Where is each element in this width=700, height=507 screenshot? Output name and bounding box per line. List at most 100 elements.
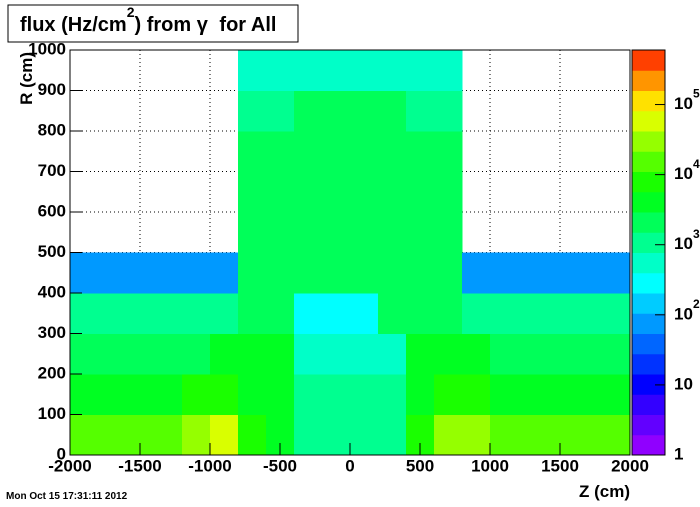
heatmap-cell	[378, 131, 407, 172]
y-tick-label: 0	[57, 444, 66, 463]
z-tick-label: 10	[674, 304, 693, 323]
heatmap-cell	[154, 252, 183, 294]
heatmap-cell	[70, 293, 99, 334]
heatmap-cell	[238, 90, 267, 132]
title-part: ) from	[134, 14, 191, 36]
heatmap-cell	[406, 171, 435, 213]
heatmap-cell	[238, 252, 267, 294]
x-tick-label: -2000	[48, 456, 91, 475]
heatmap-cell	[462, 333, 491, 375]
z-tick-sup: 2	[693, 297, 700, 311]
z-tick-label: 10	[674, 234, 693, 253]
title-part: for All	[219, 14, 276, 36]
heatmap-cell	[238, 333, 267, 375]
palette-box	[632, 293, 665, 314]
heatmap-cell	[378, 374, 407, 415]
heatmap-cell	[70, 374, 99, 415]
palette-box	[632, 90, 665, 112]
y-tick-label: 600	[38, 201, 66, 220]
heatmap-cell	[574, 374, 603, 415]
heatmap-cell	[434, 252, 463, 294]
heatmap-cell	[322, 374, 351, 415]
x-tick-label: 2000	[611, 456, 649, 475]
y-tick-label: 700	[38, 161, 66, 180]
heatmap-cell	[70, 333, 99, 375]
heatmap-cell	[294, 374, 323, 415]
heatmap-cell	[574, 293, 603, 334]
heatmap-cell	[266, 212, 295, 253]
heatmap-cell	[238, 293, 267, 334]
x-tick-label: -1000	[188, 456, 231, 475]
heatmap-cell	[462, 293, 491, 334]
z-tick-label: 10	[674, 94, 693, 113]
heatmap-cell	[350, 333, 379, 375]
heatmap-cell	[322, 90, 351, 132]
palette-box	[632, 272, 665, 294]
palette-box	[632, 151, 665, 172]
heatmap-cell	[546, 374, 575, 415]
heatmap-cell	[98, 374, 127, 415]
heatmap-cell	[350, 414, 379, 456]
heatmap-cell	[210, 374, 239, 415]
heatmap-cell	[182, 252, 211, 294]
x-tick-label: 1500	[541, 456, 579, 475]
heatmap-cell	[490, 414, 519, 456]
palette-box	[632, 333, 665, 355]
palette-box	[632, 394, 665, 415]
heatmap-cell	[378, 212, 407, 253]
heatmap-cell	[406, 90, 435, 132]
heatmap-cell	[602, 414, 631, 456]
heatmap-cell	[378, 414, 407, 456]
z-tick-label: 1	[674, 444, 683, 463]
heatmap-cell	[266, 333, 295, 375]
heatmap-cell	[126, 252, 155, 294]
heatmap-cell	[574, 252, 603, 294]
palette-box	[632, 110, 665, 132]
heatmap-cell	[294, 131, 323, 172]
heatmap-cell	[294, 293, 323, 334]
palette-box	[632, 131, 665, 152]
heatmap-cell	[294, 171, 323, 213]
heatmap-cell	[266, 131, 295, 172]
heatmap-cell	[350, 50, 379, 91]
heatmap-cell	[98, 333, 127, 375]
heatmap-cell	[294, 212, 323, 253]
heatmap-cell	[518, 252, 547, 294]
heatmap-cell	[378, 333, 407, 375]
heatmap-cell	[154, 374, 183, 415]
heatmap-cell	[322, 50, 351, 91]
heatmap-cell	[574, 414, 603, 456]
heatmap-cell	[294, 414, 323, 456]
heatmap-cell	[518, 293, 547, 334]
x-tick-label: 1000	[471, 456, 509, 475]
heatmap-cell	[378, 293, 407, 334]
z-tick-sup: 4	[693, 157, 700, 171]
heatmap-cell	[490, 252, 519, 294]
z-tick-label: 10	[674, 164, 693, 183]
heatmap-cell	[266, 90, 295, 132]
heatmap-cell	[182, 293, 211, 334]
heatmap-cell	[406, 212, 435, 253]
timestamp: Mon Oct 15 17:31:11 2012	[6, 491, 128, 502]
heatmap-cell	[602, 252, 631, 294]
heatmap-cell	[350, 374, 379, 415]
heatmap-cell	[406, 50, 435, 91]
heatmap-cell	[462, 414, 491, 456]
title-sup: 2	[127, 4, 135, 20]
heatmap-cell	[238, 212, 267, 253]
heatmap-cell	[126, 374, 155, 415]
heatmap-cell	[490, 333, 519, 375]
heatmap-cell	[378, 50, 407, 91]
heatmap-cell	[518, 333, 547, 375]
heatmap-cell	[322, 212, 351, 253]
heatmap-cell	[350, 293, 379, 334]
heatmap-cell	[238, 171, 267, 213]
heatmap-cell	[490, 374, 519, 415]
palette-box	[632, 191, 665, 213]
y-tick-label: 500	[38, 242, 66, 261]
heatmap-cell	[434, 50, 463, 91]
heatmap-cell	[574, 333, 603, 375]
heatmap-cell	[406, 293, 435, 334]
heatmap-cell	[406, 252, 435, 294]
heatmap-cell	[546, 252, 575, 294]
